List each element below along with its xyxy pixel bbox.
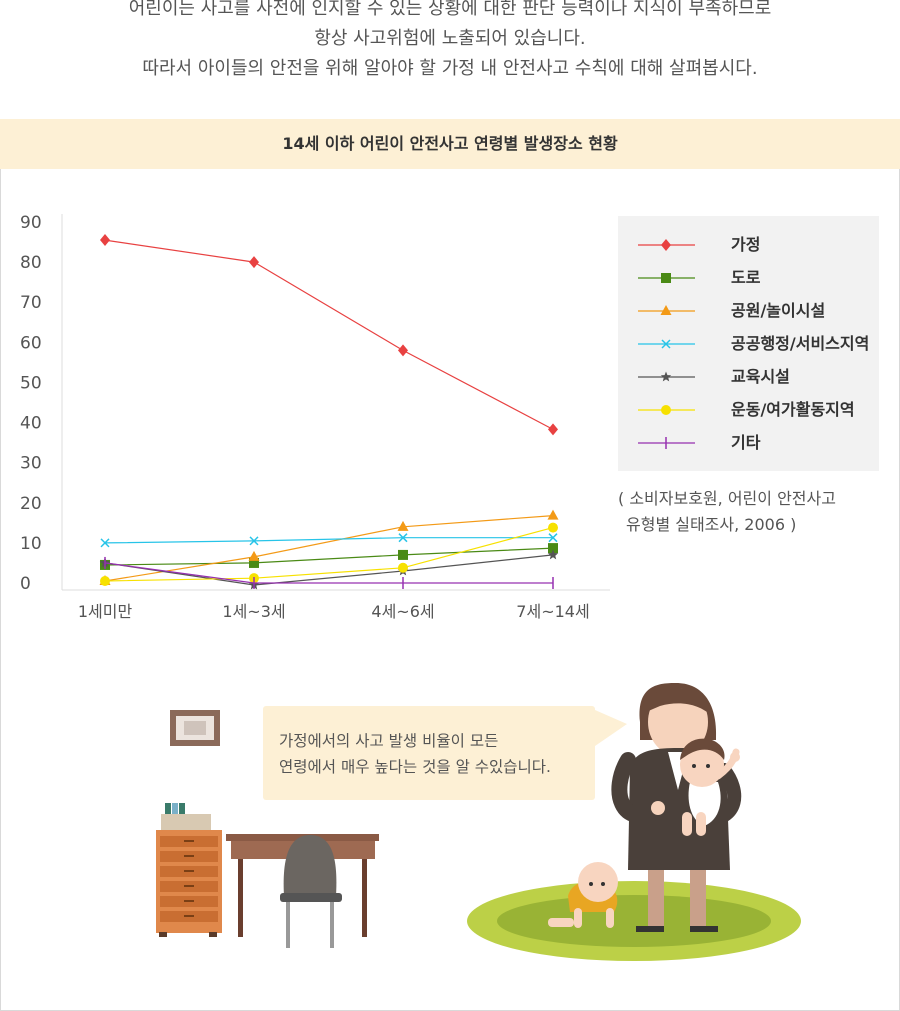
legend-marker	[660, 371, 672, 382]
data-point	[100, 575, 110, 586]
bubble-text: 가정에서의 사고 발생 비율이 모든 연령에서 매우 높다는 것을 알 수있습니…	[279, 728, 551, 780]
intro-line-2: 항상 사고위험에 노출되어 있습니다.	[314, 28, 586, 49]
held-baby-icon	[680, 738, 740, 836]
legend-swatch	[638, 371, 695, 382]
series-1	[100, 234, 558, 436]
series-line	[104, 527, 554, 582]
intro-line-3: 따라서 아이들의 안전을 위해 알아야 할 가정 내 안전사고 수칙에 대해 살…	[142, 58, 758, 79]
series-6	[100, 522, 558, 586]
legend-label: 운동/여가활동지역	[731, 400, 855, 419]
data-point	[398, 562, 408, 573]
speech-bubble-tail	[595, 710, 627, 746]
legend-label: 가정	[731, 235, 761, 254]
y-tick-label: 20	[20, 494, 42, 514]
legend-label: 기타	[731, 433, 761, 452]
data-point	[547, 549, 559, 560]
intro-text: 어린이는 사고를 사전에 인지할 수 있는 상황에 대한 판단 능력이나 지식이…	[0, 0, 900, 84]
y-tick-label: 30	[20, 454, 42, 474]
legend-marker	[661, 273, 671, 283]
legend-marker	[661, 339, 671, 349]
crawling-baby-icon	[548, 862, 618, 928]
data-point	[548, 522, 558, 533]
data-point	[398, 549, 408, 560]
speech-bubble: 가정에서의 사고 발생 비율이 모든 연령에서 매우 높다는 것을 알 수있습니…	[263, 706, 595, 800]
data-point	[397, 520, 409, 531]
legend-swatch	[638, 273, 695, 283]
data-point	[548, 543, 558, 554]
bubble-line-1: 가정에서의 사고 발생 비율이 모든	[279, 732, 499, 750]
legend-swatch	[638, 305, 695, 315]
y-tick-label: 60	[20, 333, 42, 353]
data-point	[249, 557, 259, 568]
intro-line-1: 어린이는 사고를 사전에 인지할 수 있는 상황에 대한 판단 능력이나 지식이…	[128, 0, 772, 19]
x-tick-label: 1세미만	[78, 602, 133, 621]
series-line	[104, 562, 553, 584]
data-point	[398, 533, 408, 543]
legend-label: 교육시설	[731, 367, 790, 386]
x-tick-label: 1세~3세	[222, 602, 285, 621]
legend-swatch	[638, 239, 695, 251]
legend-marker	[660, 305, 672, 315]
cabinet-icon	[156, 803, 222, 937]
data-point	[100, 538, 110, 548]
bubble-line-2: 연령에서 매우 높다는 것을 알 수있습니다.	[279, 758, 551, 776]
series-line	[104, 239, 554, 430]
x-tick-label: 7세~14세	[516, 602, 589, 621]
data-point	[548, 423, 558, 436]
series-7	[104, 556, 554, 589]
series-line	[104, 547, 554, 566]
series-4	[100, 533, 558, 548]
y-tick-label: 50	[20, 373, 42, 393]
data-point	[249, 256, 259, 269]
data-point	[547, 509, 559, 520]
data-source: ( 소비자보호원, 어린이 안전사고 유형별 실태조사, 2006 )	[618, 486, 836, 538]
y-tick-label: 10	[20, 534, 42, 554]
legend-label: 도로	[731, 268, 761, 287]
data-point	[248, 550, 260, 561]
legend-marker	[661, 239, 671, 251]
series-line	[104, 515, 554, 582]
wall-frame-icon	[170, 710, 220, 746]
chart-title: 14세 이하 어린이 안전사고 연령별 발생장소 현황	[0, 119, 900, 169]
series-line	[104, 537, 553, 544]
rug-icon	[467, 881, 801, 961]
data-point	[100, 234, 110, 247]
y-tick-label: 40	[20, 414, 42, 434]
series-line	[104, 554, 554, 586]
legend-marker	[661, 405, 671, 415]
legend-swatch	[638, 437, 695, 449]
y-tick-label: 80	[20, 253, 42, 273]
y-tick-label: 70	[20, 293, 42, 313]
y-tick-label: 0	[20, 574, 31, 594]
legend-swatch	[638, 405, 695, 415]
legend-swatch	[638, 339, 695, 349]
y-tick-label: 90	[20, 213, 42, 233]
source-line-1: ( 소비자보호원, 어린이 안전사고	[618, 489, 836, 508]
x-tick-label: 4세~6세	[371, 602, 434, 621]
legend-label: 공공행정/서비스지역	[731, 334, 870, 353]
data-point	[249, 536, 259, 546]
source-line-2: 유형별 실태조사, 2006 )	[626, 515, 797, 534]
legend-label: 공원/놀이시설	[731, 301, 826, 320]
chair-icon	[280, 835, 342, 948]
data-point	[398, 344, 408, 357]
data-point	[548, 533, 558, 543]
